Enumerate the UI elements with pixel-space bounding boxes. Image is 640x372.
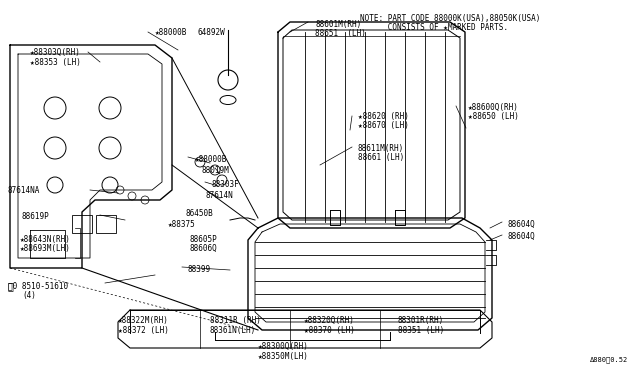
Text: 88361N(LH): 88361N(LH) [210,326,256,335]
Text: ★88303Q(RH): ★88303Q(RH) [30,48,81,57]
Text: ★88375: ★88375 [168,220,196,229]
Text: (4): (4) [22,291,36,300]
Text: 64892W: 64892W [197,28,225,37]
Text: ⑓0 8510-51610: ⑓0 8510-51610 [8,281,68,290]
Text: ★88650 (LH): ★88650 (LH) [468,112,519,121]
Text: 88604Q: 88604Q [508,232,536,241]
Text: 88604Q: 88604Q [508,220,536,229]
Text: Ⓢ: Ⓢ [8,281,14,291]
Text: 88601M(RH): 88601M(RH) [315,20,361,29]
Text: 88661 (LH): 88661 (LH) [358,153,404,162]
Text: ★88370 (LH): ★88370 (LH) [304,326,355,335]
Text: 88351 (LH): 88351 (LH) [398,326,444,335]
Text: 88651  (LH): 88651 (LH) [315,29,366,38]
Text: 88619P: 88619P [22,212,50,221]
Text: ★88643N(RH): ★88643N(RH) [20,235,71,244]
Bar [72,215,92,233]
Text: 87614NA: 87614NA [8,186,40,195]
Text: 88606Q: 88606Q [190,244,218,253]
Text: ★88322M(RH): ★88322M(RH) [118,316,169,325]
Text: 87614N: 87614N [205,191,233,200]
Text: Δ880⁥0.52: Δ880⁥0.52 [590,356,628,363]
Text: ★88693M(LH): ★88693M(LH) [20,244,71,253]
Text: CONSISTS OF ★MARKED PARTS.: CONSISTS OF ★MARKED PARTS. [360,23,508,32]
Text: NOTE: PART CODE 88000K(USA),88050K(USA): NOTE: PART CODE 88000K(USA),88050K(USA) [360,14,540,23]
Text: ★88353 (LH): ★88353 (LH) [30,58,81,67]
Text: 88311R (RH): 88311R (RH) [210,316,261,325]
Text: ★88600Q(RH): ★88600Q(RH) [468,103,519,112]
Text: ★88350M(LH): ★88350M(LH) [258,352,309,361]
Text: ★88000B: ★88000B [195,155,227,164]
Text: ★88000B: ★88000B [155,28,188,37]
Text: ★88670 (LH): ★88670 (LH) [358,121,409,130]
Text: ★88372 (LH): ★88372 (LH) [118,326,169,335]
Text: 88301R(RH): 88301R(RH) [398,316,444,325]
Text: 88399: 88399 [188,265,211,274]
Text: 88303F: 88303F [212,180,240,189]
Text: 86450B: 86450B [185,209,212,218]
Text: ★88300Q(RH): ★88300Q(RH) [258,342,309,351]
Text: 88611M(RH): 88611M(RH) [358,144,404,153]
Text: ★88620 (RH): ★88620 (RH) [358,112,409,121]
Text: ★88320Q(RH): ★88320Q(RH) [304,316,355,325]
Text: 88019M: 88019M [202,166,230,175]
Bar [96,215,116,233]
Text: 88605P: 88605P [190,235,218,244]
